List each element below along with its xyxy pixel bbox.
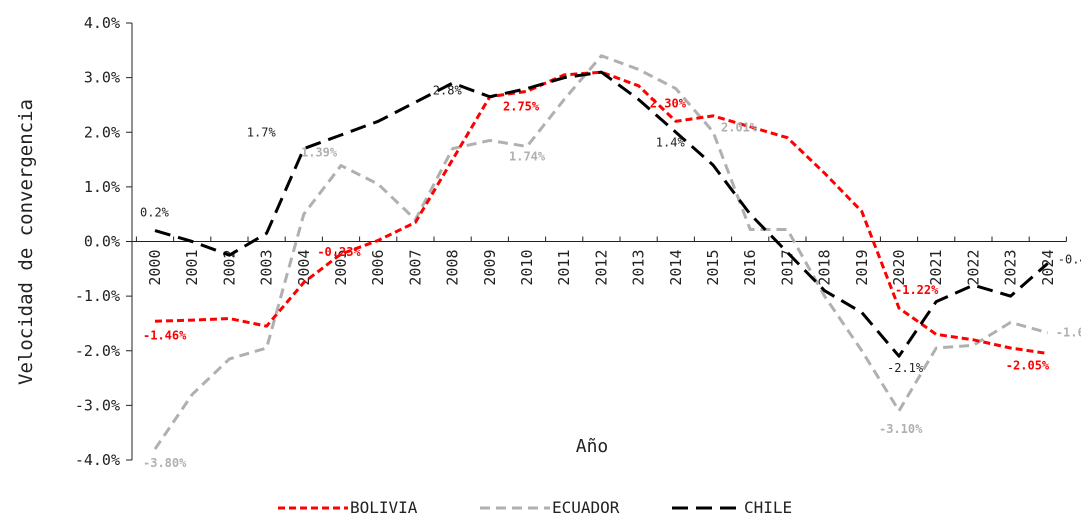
data-label-ecuador: 1.39% [301,146,338,160]
y-tick-label: -1.0% [75,287,120,305]
data-label-bolivia: -2.05% [1006,358,1050,372]
data-label-chile: 1.7% [247,126,277,140]
x-tick-label: 2010 [518,250,536,286]
x-tick-label: 2011 [555,250,573,286]
legend-label-bolivia: BOLIVIA [350,498,418,517]
series-lines [153,54,1049,450]
x-tick-label: 2000 [146,250,164,286]
data-label-chile: 0.2% [140,206,170,220]
y-tick-label: 3.0% [84,69,120,87]
x-tick-label: 2008 [444,250,462,286]
data-label-ecuador: -3.80% [143,456,187,470]
y-tick-label: 0.0% [84,233,120,251]
data-label-ecuador: -1.67% [1056,326,1081,340]
x-tick-label: 2015 [704,250,722,286]
y-tick-label: 4.0% [84,14,120,32]
x-tick-label: 2003 [258,250,276,286]
y-axis-label: Velocidad de convergencia [15,99,37,385]
series-line-chile [154,70,1049,358]
x-tick-label: 2004 [295,250,313,286]
data-label-bolivia: -1.22% [895,283,939,297]
x-tick-label: 2022 [964,250,982,286]
data-label-chile: -2.1% [887,361,924,375]
y-tick-label: 2.0% [84,123,120,141]
y-tick-label: -3.0% [75,396,120,414]
y-tick-label: 1.0% [84,178,120,196]
legend: BOLIVIA ECUADOR CHILE [278,498,792,517]
y-tick-label: -2.0% [75,342,120,360]
data-label-ecuador: 2.01% [721,121,758,135]
data-label-ecuador: 1.74% [509,149,546,163]
data-label-bolivia: -0.23% [317,245,361,259]
legend-label-ecuador: ECUADOR [552,498,620,517]
x-tick-label: 2017 [778,250,796,286]
x-tick-label: 2019 [853,250,871,286]
data-label-ecuador: -3.10% [879,422,923,436]
data-labels: -1.46% -0.23% 2.75% 2.30% -1.22% -2.05% -3.80%… [140,84,1081,470]
x-tick-label: 2002 [220,250,238,286]
y-tick-label: -4.0% [75,451,120,469]
data-label-chile: -0.4% [1058,252,1081,266]
axes: -4.0% -3.0% -2.0% -1.0% 0.0% 1.0% 2.0% 3.0% 4.0%… [75,14,1067,469]
x-tick-label: 2014 [667,250,685,286]
x-tick-label: 2006 [369,250,387,286]
x-tick-label: 2020 [890,250,908,286]
data-label-bolivia: 2.75% [503,99,540,113]
x-tick-label: 2016 [741,250,759,286]
x-tick-label: 2024 [1039,250,1057,286]
x-axis-label: Año [576,436,609,457]
x-tick-label: 2001 [183,250,201,286]
x-tick-label: 2018 [816,250,834,286]
data-label-chile: 1.4% [656,135,686,149]
x-tick-label: 2009 [481,250,499,286]
legend-label-chile: CHILE [744,498,792,517]
x-tick-label: 2013 [630,250,648,286]
x-tick-label: 2012 [592,250,610,286]
data-label-chile: 2.8% [433,84,463,98]
x-tick-label: 2007 [406,250,424,286]
data-label-bolivia: -1.46% [143,328,187,342]
series-line-bolivia [154,70,1049,355]
x-tick-label: 2021 [927,250,945,286]
series-line-ecuador [153,54,1049,450]
x-tick-label: 2023 [1002,250,1020,286]
data-label-bolivia: 2.30% [650,96,687,110]
